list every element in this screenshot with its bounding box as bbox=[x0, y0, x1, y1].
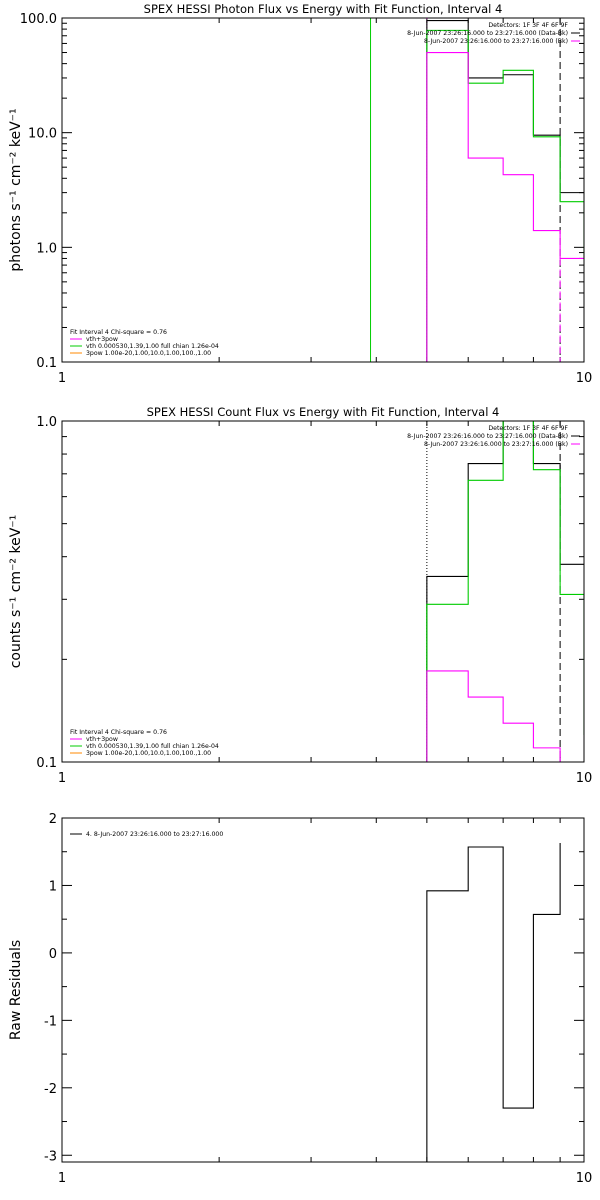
chart-title: SPEX HESSI Count Flux vs Energy with Fit… bbox=[147, 405, 500, 419]
legend-entry: 3pow 1.00e-20,1.00,10.0,1.00,100.,1.00 bbox=[86, 750, 211, 757]
top-right-note: 8-Jun-2007 23:26:16.000 to 23:27:16.000 … bbox=[407, 30, 568, 37]
histogram-series-3 bbox=[426, 670, 584, 762]
plot-frame bbox=[61, 817, 585, 1163]
chart-panel-1: SPEX HESSI Photon Flux vs Energy with Fi… bbox=[8, 2, 592, 386]
legend-header: Fit Interval 4 Chi-square = 0.76 bbox=[70, 329, 167, 336]
plot-data bbox=[426, 421, 584, 762]
plot-frame bbox=[61, 420, 585, 763]
histogram-series-1 bbox=[426, 842, 561, 1162]
top-right-note: Detectors: 1F 3F 4F 6F 9F bbox=[488, 425, 568, 432]
legend-entry: vth+3pow bbox=[86, 736, 118, 743]
y-tick-label: 0.1 bbox=[36, 356, 57, 371]
plot-data bbox=[370, 18, 584, 362]
y-tick-label: -2 bbox=[44, 1082, 57, 1097]
y-tick-label: 10.0 bbox=[28, 127, 57, 142]
y-tick-label: 0.1 bbox=[36, 756, 57, 771]
y-tick-label: 2 bbox=[49, 812, 57, 827]
plot-frame bbox=[61, 17, 585, 363]
y-tick-label: 1.0 bbox=[36, 241, 57, 256]
top-right-note: Detectors: 1F 3F 4F 6F 9F bbox=[488, 22, 568, 29]
top-right-note: 8-Jun-2007 23:26:16.000 to 23:27:16.000 … bbox=[424, 38, 568, 45]
top-right-note: 8-Jun-2007 23:26:16.000 to 23:27:16.000 … bbox=[424, 441, 568, 448]
chart-title: SPEX HESSI Photon Flux vs Energy with Fi… bbox=[144, 2, 503, 16]
legend-entry: vth 0.000530,1.39,1.00 full chian 1.26e-… bbox=[86, 743, 219, 750]
legend-entry: vth 0.000530,1.39,1.00 full chian 1.26e-… bbox=[86, 343, 219, 350]
plot-data bbox=[426, 842, 561, 1162]
y-tick-label: 100.0 bbox=[20, 12, 57, 27]
y-tick-label: -3 bbox=[44, 1149, 57, 1164]
x-tick-label: 1 bbox=[58, 1171, 66, 1186]
legend-entry: 4. 8-Jun-2007 23:26:16.000 to 23:27:16.0… bbox=[86, 831, 223, 838]
x-tick-label: 1 bbox=[58, 771, 66, 786]
y-tick-label: -1 bbox=[44, 1014, 57, 1029]
x-tick-label: 10 bbox=[576, 371, 593, 386]
legend-entry: 3pow 1.00e-20,1.00,10.0,1.00,100.,1.00 bbox=[86, 350, 211, 357]
x-tick-label: 1 bbox=[58, 371, 66, 386]
legend-entry: vth+3pow bbox=[86, 336, 118, 343]
chart-panel-2: SPEX HESSI Count Flux vs Energy with Fit… bbox=[8, 405, 592, 786]
top-right-note: 8-Jun-2007 23:26:16.000 to 23:27:16.000 … bbox=[407, 433, 568, 440]
y-tick-label: 1 bbox=[49, 879, 57, 894]
x-tick-label: 10 bbox=[576, 771, 593, 786]
y-tick-label: 0 bbox=[49, 947, 57, 962]
y-axis-label: photons s⁻¹ cm⁻² keV⁻¹ bbox=[8, 108, 24, 271]
histogram-series-3 bbox=[426, 51, 584, 362]
legend-header: Fit Interval 4 Chi-square = 0.76 bbox=[70, 729, 167, 736]
y-axis-label: counts s⁻¹ cm⁻² keV⁻¹ bbox=[8, 515, 24, 669]
histogram-series-2 bbox=[426, 421, 584, 762]
histogram-series-2 bbox=[426, 29, 584, 362]
y-tick-label: 1.0 bbox=[36, 415, 57, 430]
y-axis-label: Raw Residuals bbox=[8, 940, 24, 1040]
chart-panel-3: Raw Residuals 1 10 -3 -2 -1 0 1 2 4. 8-Jun-2007 2… bbox=[8, 812, 592, 1186]
x-tick-label: 10 bbox=[576, 1171, 593, 1186]
